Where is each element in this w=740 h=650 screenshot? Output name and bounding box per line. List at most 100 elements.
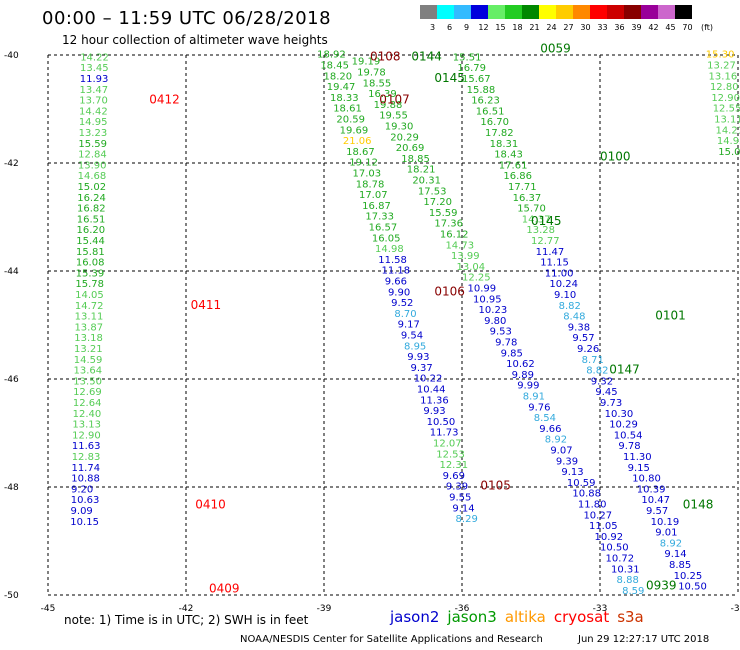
swh-value-label: 8.54 (534, 413, 556, 424)
swh-value-label: 14.59 (74, 355, 103, 366)
scale-swatch (675, 5, 692, 19)
pass-time-label: 0939 (646, 579, 677, 593)
swh-value-label: 18.61 (333, 104, 362, 115)
swh-value-label: 17.36 (434, 219, 463, 230)
satellite-altika: altika (504, 608, 546, 626)
swh-value-label: 16.05 (372, 233, 401, 244)
swh-value-label: 9.38 (568, 322, 590, 333)
swh-value-label: 18.55 (363, 78, 392, 89)
swh-value-label: 8.48 (563, 312, 585, 323)
swh-value-label: 15.02 (77, 182, 106, 193)
swh-value-label: 13.18 (74, 333, 103, 344)
swh-value-label: 9.01 (655, 528, 677, 539)
swh-value-label: 13.13 (72, 420, 101, 431)
scale-swatch (488, 5, 505, 19)
swh-value-label: 12.31 (439, 460, 468, 471)
swh-value-label: 10.22 (414, 374, 443, 385)
swh-value-label: 10.50 (600, 543, 629, 554)
swh-value-label: 9.09 (71, 506, 93, 517)
swh-value-label: 16.57 (369, 223, 398, 234)
scale-swatch (522, 5, 539, 19)
scale-label: 27 (563, 23, 574, 32)
swh-value-label: 9.99 (517, 381, 539, 392)
footer-timestamp: Jun 29 12:27:17 UTC 2018 (578, 634, 710, 645)
swh-value-label: 20.59 (336, 115, 365, 126)
swh-value-label: 9.39 (556, 456, 578, 467)
swh-value-label: 11.18 (382, 266, 411, 277)
swh-value-label: 9.80 (484, 316, 506, 327)
swh-value-label: 13.27 (707, 61, 736, 72)
swh-value-label: 13.64 (74, 366, 103, 377)
swh-value-label: 9.73 (600, 398, 622, 409)
pass-time-label: 0410 (195, 498, 226, 512)
swh-value-label: 8.82 (559, 301, 581, 312)
swh-value-label: 12.64 (73, 398, 102, 409)
pass-time-label: 0145 (434, 71, 465, 85)
swh-value-label: 8.95 (404, 341, 426, 352)
swh-value-label: 14.42 (79, 106, 108, 117)
swh-value-label: 10.88 (71, 474, 100, 485)
scale-label: 70 (682, 23, 693, 32)
swh-value-label: 11.30 (623, 452, 652, 463)
swh-value-label: 14.95 (79, 117, 108, 128)
scale-label: 12 (478, 23, 489, 32)
pass-time-label: 0412 (149, 93, 180, 107)
swh-value-label: 10.88 (572, 489, 601, 500)
scale-swatch (607, 5, 624, 19)
swh-value-label: 9.32 (591, 376, 613, 387)
swh-value-label: 16.24 (77, 193, 106, 204)
swh-value-label: 8.70 (394, 309, 416, 320)
swh-value-label: 9.14 (452, 503, 474, 514)
chart-subtitle: 12 hour collection of altimeter wave hei… (62, 33, 328, 47)
scale-swatch (420, 5, 437, 19)
swh-value-label: 10.25 (674, 571, 703, 582)
swh-value-label: 15.59 (78, 139, 107, 150)
scale-swatch (437, 5, 454, 19)
swh-value-label: 9.20 (71, 484, 93, 495)
swh-value-label: 9.93 (407, 352, 429, 363)
swh-value-label: 8.29 (456, 514, 478, 525)
swh-value-label: 9.52 (391, 298, 413, 309)
swh-value-label: 12.07 (433, 439, 462, 450)
swh-value-label: 13.47 (80, 85, 109, 96)
x-tick-label: -39 (317, 604, 332, 614)
swh-value-label: 16.37 (513, 193, 542, 204)
y-tick-label: -50 (4, 591, 19, 601)
swh-value-label: 12.90 (711, 93, 740, 104)
swh-value-label: 13.11 (714, 115, 740, 126)
scale-label: 39 (631, 23, 642, 32)
swh-value-label: 13.90 (78, 160, 107, 171)
pass-time-label: 0411 (191, 298, 222, 312)
swh-value-label: 9.76 (528, 402, 550, 413)
swh-value-label: 10.19 (651, 517, 680, 528)
swh-value-label: 16.12 (440, 230, 469, 241)
swh-value-label: 12.69 (73, 387, 102, 398)
swh-value-label: 18.78 (356, 179, 385, 190)
swh-value-label: 10.62 (506, 359, 535, 370)
swh-value-label: 13.45 (80, 63, 109, 74)
units-note: note: 1) Time is in UTC; 2) SWH is in fe… (64, 613, 309, 627)
satellite-cryosat: cryosat (553, 608, 610, 626)
swh-value-label: 9.66 (539, 424, 561, 435)
swh-value-label: 17.07 (359, 190, 388, 201)
swh-value-label: 19.88 (374, 100, 403, 111)
swh-value-label: 9.13 (561, 467, 583, 478)
swh-value-label: 17.82 (485, 128, 514, 139)
swh-value-label: 10.23 (479, 305, 508, 316)
swh-value-label: 11.05 (589, 521, 618, 532)
chart-title: 00:00 – 11:59 UTC 06/28/2018 (42, 8, 332, 29)
swh-value-label: 16.82 (77, 204, 106, 215)
x-tick-label: -45 (41, 604, 56, 614)
pass-time-label: 0107 (379, 93, 410, 107)
swh-value-label: 15.88 (467, 85, 496, 96)
swh-value-label: 16.51 (476, 106, 505, 117)
swh-value-label: 16.87 (362, 201, 391, 212)
swh-value-label: 12.55 (713, 104, 740, 115)
satellite-legend: jason2 jason3 altika cryosat s3a (390, 608, 652, 626)
swh-value-label: 14.68 (78, 171, 107, 182)
swh-value-label: 17.53 (418, 186, 447, 197)
swh-value-label: 9.15 (628, 463, 650, 474)
swh-value-label: 18.85 (401, 154, 430, 165)
swh-value-label: 15.67 (462, 74, 491, 85)
swh-value-label: 10.54 (614, 430, 643, 441)
